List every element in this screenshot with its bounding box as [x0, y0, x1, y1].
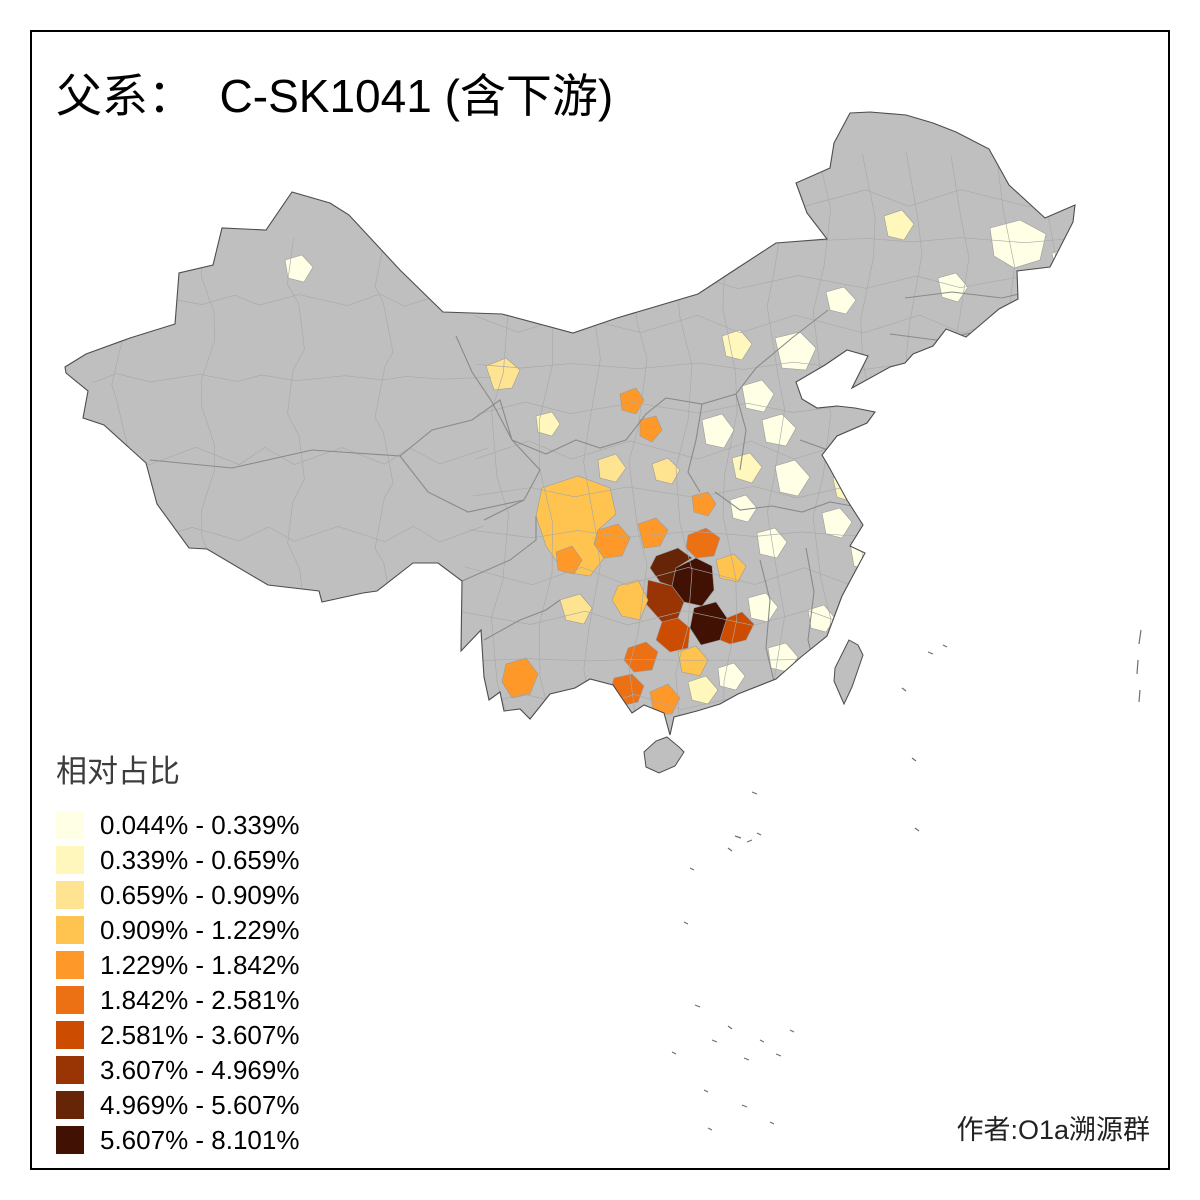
legend-label: 0.659% - 0.909%: [100, 879, 300, 910]
taiwan-island: [833, 639, 864, 706]
map-region: [989, 219, 1047, 269]
legend-label: 0.339% - 0.659%: [100, 844, 300, 875]
legend-swatch: [56, 1091, 84, 1119]
legend-item: 0.909% - 1.229%: [56, 914, 300, 945]
legend-label: 0.044% - 0.339%: [100, 809, 300, 840]
legend-swatch: [56, 881, 84, 909]
map-region: [717, 662, 746, 691]
author-credit: 作者:O1a溯源群: [956, 1115, 1150, 1145]
legend-item: 4.969% - 5.607%: [56, 1089, 300, 1120]
legend-label: 4.969% - 5.607%: [100, 1089, 300, 1120]
legend-item: 3.607% - 4.969%: [56, 1054, 300, 1085]
map-region: [651, 457, 681, 485]
map-region: [597, 453, 627, 483]
legend-item: 1.229% - 1.842%: [56, 949, 300, 980]
legend-swatch: [56, 1021, 84, 1049]
page-title: 父系： C-SK1041 (含下游): [56, 70, 614, 122]
map-region: [774, 331, 817, 371]
legend-label: 5.607% - 8.101%: [100, 1124, 300, 1155]
legend-item: 2.581% - 3.607%: [56, 1019, 300, 1050]
map-region: [849, 535, 883, 571]
map-region: [655, 617, 691, 653]
legend-swatch: [56, 1056, 84, 1084]
sea-islands-dashes: [671, 629, 1142, 1131]
legend-item: 0.044% - 0.339%: [56, 809, 300, 840]
legend-label: 0.909% - 1.229%: [100, 914, 300, 945]
map-region: [865, 572, 897, 603]
map-region: [284, 254, 314, 283]
map-region: [593, 523, 631, 559]
map-region: [555, 545, 583, 575]
map-region: [825, 286, 857, 315]
map-region: [821, 507, 853, 539]
map-region: [701, 413, 735, 449]
map-region: [731, 452, 763, 484]
legend-item: 5.607% - 8.101%: [56, 1124, 300, 1155]
map-region: [619, 387, 645, 415]
mainland: [65, 112, 1075, 735]
map-region: [637, 517, 669, 549]
province-boundaries: [149, 287, 1045, 691]
map-region: [639, 415, 663, 443]
legend-title: 相对占比: [56, 754, 180, 789]
map-region: [807, 377, 839, 409]
map-region: [841, 437, 875, 468]
legend-swatch: [56, 916, 84, 944]
legend-item: 1.842% - 2.581%: [56, 984, 300, 1015]
map-region: [1051, 247, 1075, 278]
legend: 相对占比 0.044% - 0.339% 0.339% - 0.659% 0.6…: [56, 746, 299, 1161]
legend-label: 1.229% - 1.842%: [100, 949, 300, 980]
legend-label: 3.607% - 4.969%: [100, 1054, 300, 1085]
legend-swatch: [56, 986, 84, 1014]
map-region: [501, 657, 539, 699]
map-region: [677, 645, 709, 677]
legend-label: 2.581% - 3.607%: [100, 1019, 300, 1050]
map-region: [721, 329, 753, 361]
map-region: [691, 491, 717, 517]
map-region: [559, 593, 593, 625]
legend-swatch: [56, 951, 84, 979]
legend-item: 0.339% - 0.659%: [56, 844, 300, 875]
legend-swatch: [56, 846, 84, 874]
hainan-island: [643, 736, 685, 774]
legend-item: 0.659% - 0.909%: [56, 879, 300, 910]
legend-swatch: [56, 811, 84, 839]
legend-swatch: [56, 1126, 84, 1154]
map-region: [687, 675, 719, 705]
map-region: [535, 411, 561, 437]
legend-label: 1.842% - 2.581%: [100, 984, 300, 1015]
map-region: [883, 209, 915, 241]
map-region: [729, 494, 758, 523]
map-region: [774, 459, 811, 497]
map-region: [761, 413, 797, 447]
